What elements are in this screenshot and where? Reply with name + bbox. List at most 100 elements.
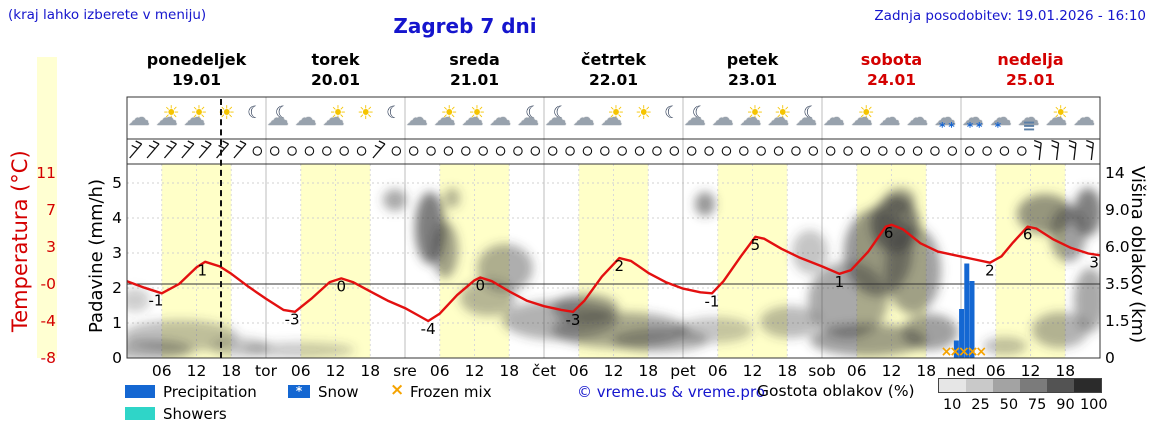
cloud-icon: ☁: [183, 106, 206, 131]
cloud-density-layer: [127, 188, 1100, 358]
cloud-icon: ☁: [155, 106, 178, 131]
day-header: ponedeljek 19.01: [127, 50, 266, 96]
calm-wind-icon: [322, 146, 332, 156]
day-date: 23.01: [727, 71, 778, 89]
x-axis-label: 18: [499, 362, 520, 380]
suncloud-weather-icon: ☀ ☁: [183, 102, 209, 135]
day-date: 24.01: [866, 71, 917, 89]
calm-wind-icon: [339, 146, 349, 156]
cloud-density-scale-tick: 25: [971, 397, 990, 413]
moon-icon: ☾: [552, 103, 569, 123]
calm-wind-icon: [634, 146, 645, 156]
mooncloud-weather-icon: ☾ ☁: [684, 103, 710, 135]
day-header: nedelja 25.01: [961, 50, 1100, 96]
calm-wind-icon: [791, 146, 801, 156]
temperature-value-label: 6: [884, 224, 894, 242]
snowflakes-icon: **: [966, 120, 986, 134]
temperature-value-label: 3: [1089, 253, 1099, 271]
x-axis-label: sob: [808, 362, 836, 380]
cloud-icon: ☁: [767, 106, 790, 131]
suncloud-weather-icon: ☀ ☁: [739, 102, 765, 135]
wind-barb-icon: [1068, 139, 1077, 161]
precipitation-swatch: [125, 385, 155, 398]
frozen-mix-legend-label: Frozen mix: [410, 383, 492, 401]
cloud-weather-icon: ☁: [128, 103, 154, 135]
calm-wind-icon: [721, 146, 732, 156]
moon-weather-icon: ☾: [378, 103, 404, 135]
frozen-mix-marker: ×: [967, 344, 979, 360]
cloud-height-tick: 0: [1105, 349, 1115, 367]
moon-weather-icon: ☾: [656, 103, 682, 135]
x-axis-label: 12: [325, 362, 346, 380]
x-axis-label: 06: [290, 362, 311, 380]
mooncloud-weather-icon: ☾ ☁: [267, 103, 293, 135]
calm-wind-icon: [408, 146, 419, 156]
frozen-mix-marker: ×: [941, 344, 953, 360]
calm-wind-icon: [669, 146, 680, 156]
precipitation-tick: 4: [112, 209, 122, 227]
calm-wind-icon: [773, 146, 784, 156]
calm-wind-icon: [478, 146, 488, 156]
temperature-value-label: 5: [751, 236, 761, 254]
cloud-weather-icon: ☁: [406, 103, 432, 135]
sun-icon: ☀: [635, 102, 653, 124]
cloud-icon: ☁: [906, 106, 929, 131]
sun-weather-icon: ☀: [628, 102, 654, 135]
cloud-weather-icon: ☁: [823, 103, 849, 135]
calm-wind-icon: [287, 146, 297, 156]
temperature-tick: -4: [40, 312, 56, 330]
cloud-height-tick: 1.5: [1105, 312, 1130, 330]
calm-wind-icon: [530, 146, 541, 156]
cloud-icon: ☁: [934, 106, 957, 131]
wind-barb-icon: [198, 140, 212, 159]
cloud-icon: ☁: [322, 106, 345, 131]
calm-wind-icon: [912, 146, 923, 156]
x-axis-label: 06: [151, 362, 172, 380]
temperature-value-label: 2: [985, 262, 995, 280]
day-header: sobota 24.01: [822, 50, 961, 96]
calm-wind-icon: [565, 146, 575, 156]
day-icon-cell: ☁ ** ☁ * ☁ ≡ ☀ ☁ ☁: [961, 99, 1100, 139]
precipitation-bar: [959, 309, 965, 358]
wind-barb-icon: [129, 140, 143, 159]
temperature-line: [126, 223, 1101, 323]
calm-wind-icon: [878, 146, 888, 156]
cloud-density-scale-tick: 90: [1056, 397, 1075, 413]
cloud-density-scale-tick: 10: [942, 397, 962, 413]
day-icon-cell: ☁ ☀ ☁ ☀ ☁ ☀ ☾: [127, 99, 266, 139]
cloud-icon: ☁: [989, 106, 1012, 131]
fog-weather-icon: ☁ ≡: [1017, 103, 1043, 135]
day-icon-cell: ☾ ☁ ☁ ☀ ☁ ☀ ☾: [266, 99, 405, 139]
moon-icon: ☾: [691, 103, 708, 123]
suncloud-weather-icon: ☀ ☁: [434, 102, 460, 135]
cloud-weather-icon: ☁: [295, 103, 321, 135]
cloud-weather-icon: ☁: [712, 103, 738, 135]
cloud-icon: ☁: [1045, 106, 1068, 131]
cloud-density-scale-ticks: 10 25 50 75 90 100: [938, 397, 1108, 413]
day-date: 19.01: [171, 71, 222, 89]
cloud-icon: ☁: [461, 106, 484, 131]
x-axis-label: 12: [186, 362, 207, 380]
cloud-weather-icon: ☁: [573, 103, 599, 135]
temperature-value-label: 0: [476, 277, 486, 295]
calm-wind-icon: [843, 146, 853, 156]
x-axis-label: 12: [603, 362, 624, 380]
cloud-density-scale-label: Gostota oblakov (%): [757, 382, 915, 400]
cloud-weather-icon: ☁: [878, 103, 904, 135]
calm-wind-icon: [808, 146, 819, 156]
precipitation-tick: 3: [112, 244, 122, 262]
cloud-density-scale-bar: [938, 378, 1102, 393]
cloud-density-scale-segment: [1020, 379, 1047, 392]
calm-wind-icon: [461, 146, 471, 156]
day-icon-cell: ☾ ☁ ☁ ☀ ☁ ☀ ☾: [544, 99, 683, 139]
suncloud-weather-icon: ☀ ☁: [322, 102, 348, 135]
suncloud-weather-icon: ☀ ☁: [1045, 102, 1071, 135]
x-axis-label: 06: [985, 362, 1006, 380]
cloud-icon: ☁: [572, 106, 595, 131]
copyright-link[interactable]: © vreme.us & vreme.pro: [577, 383, 765, 401]
cloud-icon: ☁: [489, 106, 512, 131]
suncloud-weather-icon: ☀ ☁: [461, 102, 487, 135]
cloud-icon: ☁: [822, 106, 845, 131]
calm-wind-icon: [686, 146, 697, 156]
